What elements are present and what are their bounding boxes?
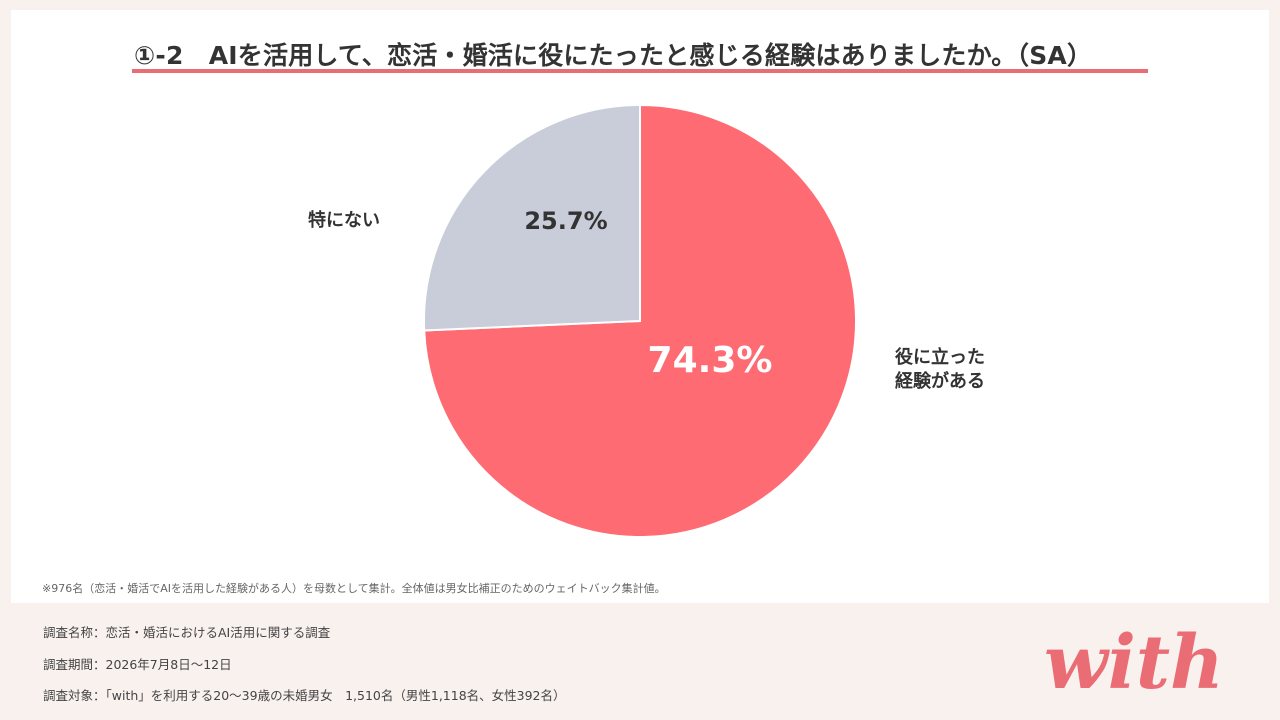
logo-text: with xyxy=(1044,620,1224,706)
pie-slice-1 xyxy=(423,103,641,332)
footnote: ※976名（恋活・婚活でAIを活用した経験がある人）を母数として集計。全体値は男… xyxy=(42,582,666,595)
survey-name: 調査名称：恋活・婚活におけるAI活用に関する調査 xyxy=(43,625,331,640)
slice-category-label-1-line-0: 特にない xyxy=(308,209,380,231)
survey-period: 調査期間：2026年7月8日〜12日 xyxy=(43,657,232,672)
survey-target: 調査対象：「with」を利用する20〜39歳の未婚男女 1,510名（男性1,1… xyxy=(43,688,566,703)
title-underline xyxy=(132,69,1148,73)
slice-category-label-0-line-0: 役に立った xyxy=(895,346,985,368)
slice-category-label-0-line-1: 経験がある xyxy=(895,370,985,392)
page-title: ①-2 AIを活用して、恋活・婚活に役にたったと感じる経験はありましたか。（SA… xyxy=(134,41,1093,70)
slice-percent-label-0: 74.3% xyxy=(648,340,773,381)
with-logo: with xyxy=(1044,620,1224,706)
slice-percent-label-1: 25.7% xyxy=(524,207,607,235)
